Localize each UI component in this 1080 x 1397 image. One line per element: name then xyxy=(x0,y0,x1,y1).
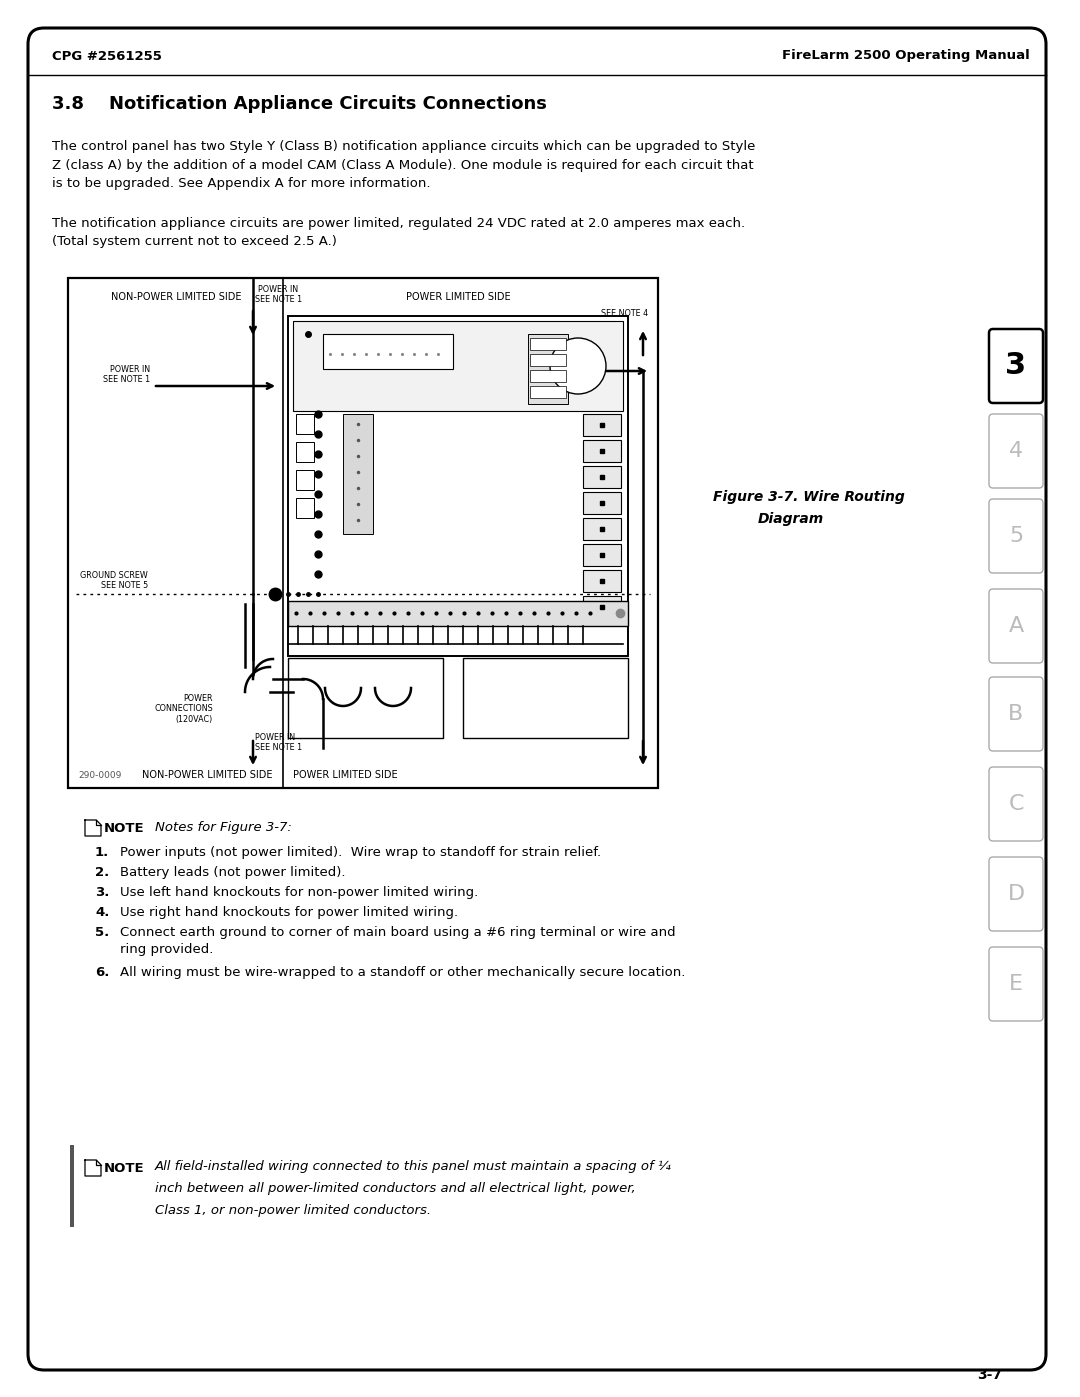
Text: B: B xyxy=(1009,704,1024,724)
Text: NOTE: NOTE xyxy=(104,1161,145,1175)
FancyBboxPatch shape xyxy=(28,28,1047,1370)
Bar xyxy=(530,370,566,381)
Text: GROUND SCREW
SEE NOTE 5: GROUND SCREW SEE NOTE 5 xyxy=(80,570,148,590)
Text: CPG #2561255: CPG #2561255 xyxy=(52,49,162,63)
Bar xyxy=(323,334,453,369)
Polygon shape xyxy=(85,820,102,835)
FancyBboxPatch shape xyxy=(989,767,1043,841)
Text: 4.: 4. xyxy=(95,907,109,919)
Bar xyxy=(583,492,621,514)
Bar xyxy=(288,658,443,738)
FancyBboxPatch shape xyxy=(989,499,1043,573)
Bar xyxy=(296,414,314,434)
Bar xyxy=(288,601,627,626)
Text: NON-POWER LIMITED SIDE: NON-POWER LIMITED SIDE xyxy=(111,292,241,302)
Bar xyxy=(530,386,566,398)
Circle shape xyxy=(550,338,606,394)
Text: Connect earth ground to corner of main board using a #6 ring terminal or wire an: Connect earth ground to corner of main b… xyxy=(120,926,676,956)
Text: Class 1, or non-power limited conductors.: Class 1, or non-power limited conductors… xyxy=(156,1204,431,1217)
Text: C: C xyxy=(1009,793,1024,814)
Bar xyxy=(288,316,627,657)
Text: NOTE: NOTE xyxy=(104,821,145,834)
Bar xyxy=(530,353,566,366)
Text: FireLarm 2500 Operating Manual: FireLarm 2500 Operating Manual xyxy=(782,49,1030,63)
Bar xyxy=(583,543,621,566)
Text: Diagram: Diagram xyxy=(758,511,824,527)
Text: inch between all power-limited conductors and all electrical light, power,: inch between all power-limited conductor… xyxy=(156,1182,636,1194)
Text: All field-installed wiring connected to this panel must maintain a spacing of ¼: All field-installed wiring connected to … xyxy=(156,1160,672,1173)
Bar xyxy=(530,338,566,351)
Bar xyxy=(296,441,314,462)
Text: 5: 5 xyxy=(1009,527,1023,546)
Text: SEE NOTE 4: SEE NOTE 4 xyxy=(600,309,648,319)
Bar xyxy=(296,497,314,518)
Bar xyxy=(583,467,621,488)
Bar xyxy=(583,414,621,436)
Bar xyxy=(70,1146,75,1227)
Text: POWER
CONNECTIONS
(120VAC): POWER CONNECTIONS (120VAC) xyxy=(154,694,213,724)
Text: POWER IN
SEE NOTE 1: POWER IN SEE NOTE 1 xyxy=(255,733,302,753)
Polygon shape xyxy=(85,1160,102,1176)
Text: Use right hand knockouts for power limited wiring.: Use right hand knockouts for power limit… xyxy=(120,907,458,919)
Text: 3.: 3. xyxy=(95,886,109,900)
Text: 2.: 2. xyxy=(95,866,109,879)
Bar xyxy=(583,570,621,592)
Text: Use left hand knockouts for non-power limited wiring.: Use left hand knockouts for non-power li… xyxy=(120,886,478,900)
Text: 3.8    Notification Appliance Circuits Connections: 3.8 Notification Appliance Circuits Conn… xyxy=(52,95,546,113)
FancyBboxPatch shape xyxy=(989,947,1043,1021)
Text: 290-0009: 290-0009 xyxy=(78,771,121,780)
Bar xyxy=(293,321,623,411)
Text: 5.: 5. xyxy=(95,926,109,939)
Text: POWER LIMITED SIDE: POWER LIMITED SIDE xyxy=(406,292,511,302)
Bar xyxy=(583,440,621,462)
Text: Battery leads (not power limited).: Battery leads (not power limited). xyxy=(120,866,346,879)
Text: Notes for Figure 3-7:: Notes for Figure 3-7: xyxy=(156,821,292,834)
Bar xyxy=(583,597,621,617)
Text: Power inputs (not power limited).  Wire wrap to standoff for strain relief.: Power inputs (not power limited). Wire w… xyxy=(120,847,602,859)
Bar xyxy=(296,469,314,490)
Text: All wiring must be wire-wrapped to a standoff or other mechanically secure locat: All wiring must be wire-wrapped to a sta… xyxy=(120,965,686,979)
Text: NON-POWER LIMITED SIDE: NON-POWER LIMITED SIDE xyxy=(143,770,273,780)
Bar xyxy=(68,278,658,788)
Bar xyxy=(583,518,621,541)
Text: Figure 3-7. Wire Routing: Figure 3-7. Wire Routing xyxy=(713,490,905,504)
Text: D: D xyxy=(1008,884,1025,904)
Text: 1.: 1. xyxy=(95,847,109,859)
Text: 3: 3 xyxy=(1005,352,1027,380)
Text: 6.: 6. xyxy=(95,965,109,979)
Text: POWER IN
SEE NOTE 1: POWER IN SEE NOTE 1 xyxy=(255,285,302,305)
Text: POWER IN
SEE NOTE 1: POWER IN SEE NOTE 1 xyxy=(103,365,150,384)
FancyBboxPatch shape xyxy=(989,856,1043,930)
Bar xyxy=(343,414,373,534)
FancyBboxPatch shape xyxy=(989,414,1043,488)
FancyBboxPatch shape xyxy=(989,330,1043,402)
Text: The control panel has two Style Y (Class B) notification appliance circuits whic: The control panel has two Style Y (Class… xyxy=(52,140,755,190)
FancyBboxPatch shape xyxy=(989,590,1043,664)
Text: E: E xyxy=(1009,974,1023,995)
Bar xyxy=(463,658,627,738)
Text: POWER LIMITED SIDE: POWER LIMITED SIDE xyxy=(293,770,397,780)
Text: 3-7: 3-7 xyxy=(977,1368,1002,1382)
Text: The notification appliance circuits are power limited, regulated 24 VDC rated at: The notification appliance circuits are … xyxy=(52,217,745,249)
Bar xyxy=(528,334,568,404)
Text: A: A xyxy=(1009,616,1024,636)
Text: 4: 4 xyxy=(1009,441,1023,461)
FancyBboxPatch shape xyxy=(989,678,1043,752)
